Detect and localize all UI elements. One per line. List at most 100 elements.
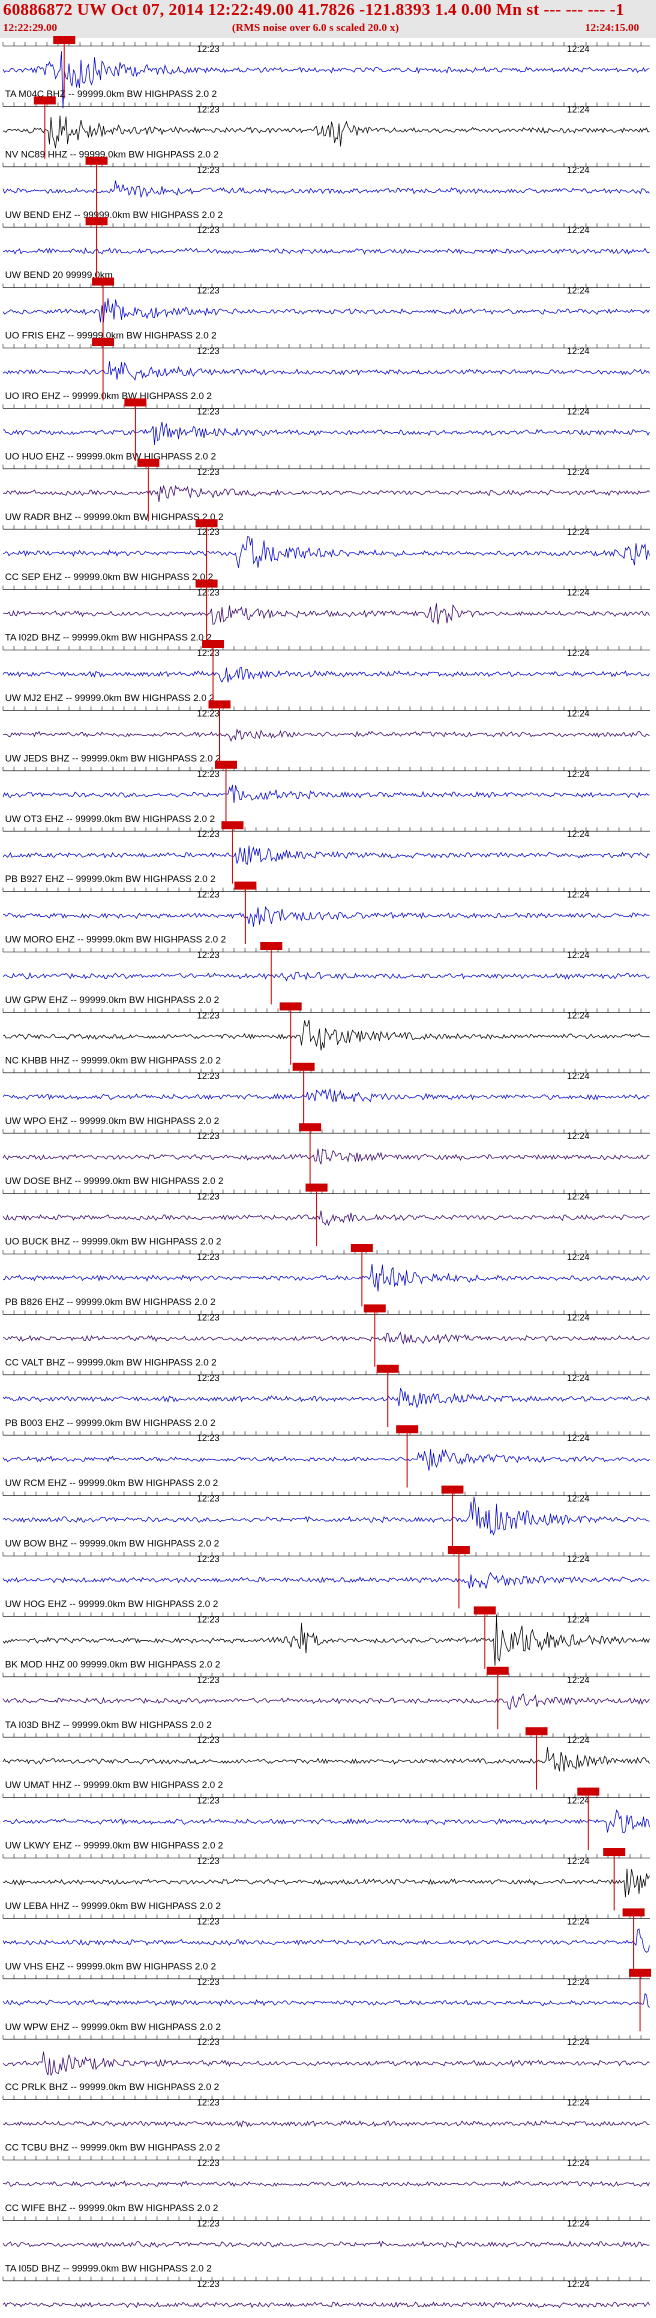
waveform-trace xyxy=(3,603,650,625)
time-tick-label: 12:23 xyxy=(197,1977,220,1987)
channel-label: CC WIFE BHZ -- 99999.0km BW HIGHPASS 2.0… xyxy=(5,2203,218,2214)
time-tick-label: 12:23 xyxy=(197,708,220,718)
start-time: 12:22:29.00 xyxy=(3,22,58,34)
pick-marker xyxy=(85,217,108,226)
waveform-trace xyxy=(2,845,650,866)
plot-header: 60886872 UW Oct 07, 2014 12:22:49.00 41.… xyxy=(0,0,656,38)
time-tick-label: 12:24 xyxy=(567,1131,590,1141)
pick-marker xyxy=(202,640,225,648)
time-tick-label: 12:23 xyxy=(197,1010,220,1020)
time-tick-label: 12:24 xyxy=(567,1010,590,1020)
time-tick-label: 12:23 xyxy=(197,950,220,960)
time-tick-label: 12:24 xyxy=(567,829,590,839)
waveform-trace xyxy=(2,666,650,683)
event-title: 60886872 UW Oct 07, 2014 12:22:49.00 41.… xyxy=(3,0,625,19)
time-tick-label: 12:24 xyxy=(567,890,590,900)
waveform-trace xyxy=(2,180,650,198)
time-tick-label: 12:23 xyxy=(197,2218,220,2228)
time-tick-label: 12:23 xyxy=(197,2158,220,2168)
time-tick-label: 12:24 xyxy=(567,1916,590,1926)
waveform-trace xyxy=(2,1019,650,1051)
pick-marker xyxy=(473,1606,496,1615)
waveform-trace xyxy=(2,2180,650,2188)
waveform-trace xyxy=(2,1448,650,1471)
waveform-trace xyxy=(2,971,650,982)
channel-label: UW DOSE BHZ -- 99999.0km BW HIGHPASS 2.0… xyxy=(5,1176,223,1187)
channel-label: TA M04C BHZ -- 99999.0km BW HIGHPASS 2.0… xyxy=(5,89,217,100)
waveform-trace xyxy=(2,2051,650,2076)
waveform-trace xyxy=(2,1496,650,1536)
pick-marker xyxy=(363,1304,386,1313)
pick-marker xyxy=(85,156,108,165)
time-tick-label: 12:23 xyxy=(197,829,220,839)
waveform-trace xyxy=(3,421,650,446)
time-tick-label: 12:23 xyxy=(197,1131,220,1141)
pick-marker xyxy=(292,1062,315,1071)
channel-label: UW BEND EHZ -- 99999.0km BW HIGHPASS 2.0… xyxy=(5,210,223,221)
waveform-trace xyxy=(2,1572,650,1589)
waveform-trace xyxy=(2,484,650,502)
channel-label: UW RADR BHZ -- 99999.0km BW HIGHPASS 2.0… xyxy=(5,512,223,523)
channel-label: UO FRIS EHZ -- 99999.0km BW HIGHPASS 2.0… xyxy=(5,331,217,342)
channel-label: PB B003 EHZ -- 99999.0km BW HIGHPASS 2.0… xyxy=(5,1418,216,1429)
channel-label: NC KHBB HHZ -- 99999.0km BW HIGHPASS 2.0… xyxy=(5,1055,221,1066)
channel-label: UW WPW EHZ -- 99999.0km BW HIGHPASS 2.0 … xyxy=(5,2022,221,2033)
time-tick-label: 12:23 xyxy=(197,104,220,114)
time-tick-label: 12:23 xyxy=(197,44,220,54)
time-tick-label: 12:23 xyxy=(197,769,220,779)
waveform-trace xyxy=(3,115,650,149)
pick-marker xyxy=(441,1485,464,1494)
waveform-trace xyxy=(2,536,650,568)
pick-marker xyxy=(124,398,147,407)
time-tick-label: 12:24 xyxy=(567,44,590,54)
channel-label: TA I02D BHZ -- 99999.0km BW HIGHPASS 2.0… xyxy=(5,633,212,644)
waveform-trace xyxy=(2,298,650,323)
time-tick-label: 12:23 xyxy=(197,286,220,296)
pick-marker xyxy=(305,1183,328,1192)
pick-marker xyxy=(195,519,218,528)
time-tick-label: 12:24 xyxy=(567,2037,590,2047)
waveform-trace xyxy=(2,1210,650,1227)
time-tick-label: 12:24 xyxy=(567,1312,590,1322)
waveform-trace xyxy=(2,2240,650,2248)
pick-marker xyxy=(577,1787,600,1796)
pick-marker xyxy=(137,458,160,467)
time-tick-label: 12:23 xyxy=(197,1796,220,1806)
time-tick-label: 12:24 xyxy=(567,527,590,537)
pick-marker xyxy=(279,1002,302,1011)
channel-label: UW BEND 20 99999.0km xyxy=(5,270,113,281)
time-tick-label: 12:23 xyxy=(197,890,220,900)
time-tick-label: 12:24 xyxy=(567,225,590,235)
channel-label: UW LKWY EHZ -- 99999.0km BW HIGHPASS 2.0… xyxy=(5,1841,223,1852)
pick-marker xyxy=(33,96,56,105)
time-tick-label: 12:23 xyxy=(197,467,220,477)
time-tick-label: 12:23 xyxy=(197,1735,220,1745)
time-tick-label: 12:24 xyxy=(567,648,590,658)
time-tick-label: 12:23 xyxy=(197,1373,220,1383)
pick-marker xyxy=(299,1123,322,1132)
channel-label: UO BUCK BHZ -- 99999.0km BW HIGHPASS 2.0… xyxy=(5,1237,221,1248)
pick-marker xyxy=(629,1968,652,1977)
time-tick-label: 12:23 xyxy=(197,225,220,235)
channel-label: TA I05D BHZ -- 99999.0km BW HIGHPASS 2.0… xyxy=(5,2263,212,2274)
time-tick-label: 12:24 xyxy=(567,2158,590,2168)
channel-label: PB B826 EHZ -- 99999.0km BW HIGHPASS 2.0… xyxy=(5,1297,216,1308)
waveform-trace xyxy=(2,1747,650,1772)
pick-marker xyxy=(603,1848,626,1856)
channel-label: UW BOW BHZ -- 99999.0km BW HIGHPASS 2.0 … xyxy=(5,1539,219,1550)
pick-marker xyxy=(486,1666,509,1675)
time-tick-label: 12:23 xyxy=(197,406,220,416)
pick-marker xyxy=(525,1727,548,1736)
waveform-trace xyxy=(2,2301,650,2309)
time-tick-label: 12:24 xyxy=(567,1856,590,1866)
channel-label: UW HOG EHZ -- 99999.0km BW HIGHPASS 2.0 … xyxy=(5,1599,218,1610)
waveform-trace xyxy=(2,1693,650,1710)
time-tick-label: 12:23 xyxy=(197,527,220,537)
channel-label: UW GPW EHZ -- 99999.0km BW HIGHPASS 2.0 … xyxy=(5,995,219,1006)
time-tick-label: 12:24 xyxy=(567,406,590,416)
waveform-trace xyxy=(2,728,650,743)
time-tick-label: 12:24 xyxy=(567,467,590,477)
waveform-trace xyxy=(2,1992,650,2008)
pick-marker xyxy=(208,700,231,709)
